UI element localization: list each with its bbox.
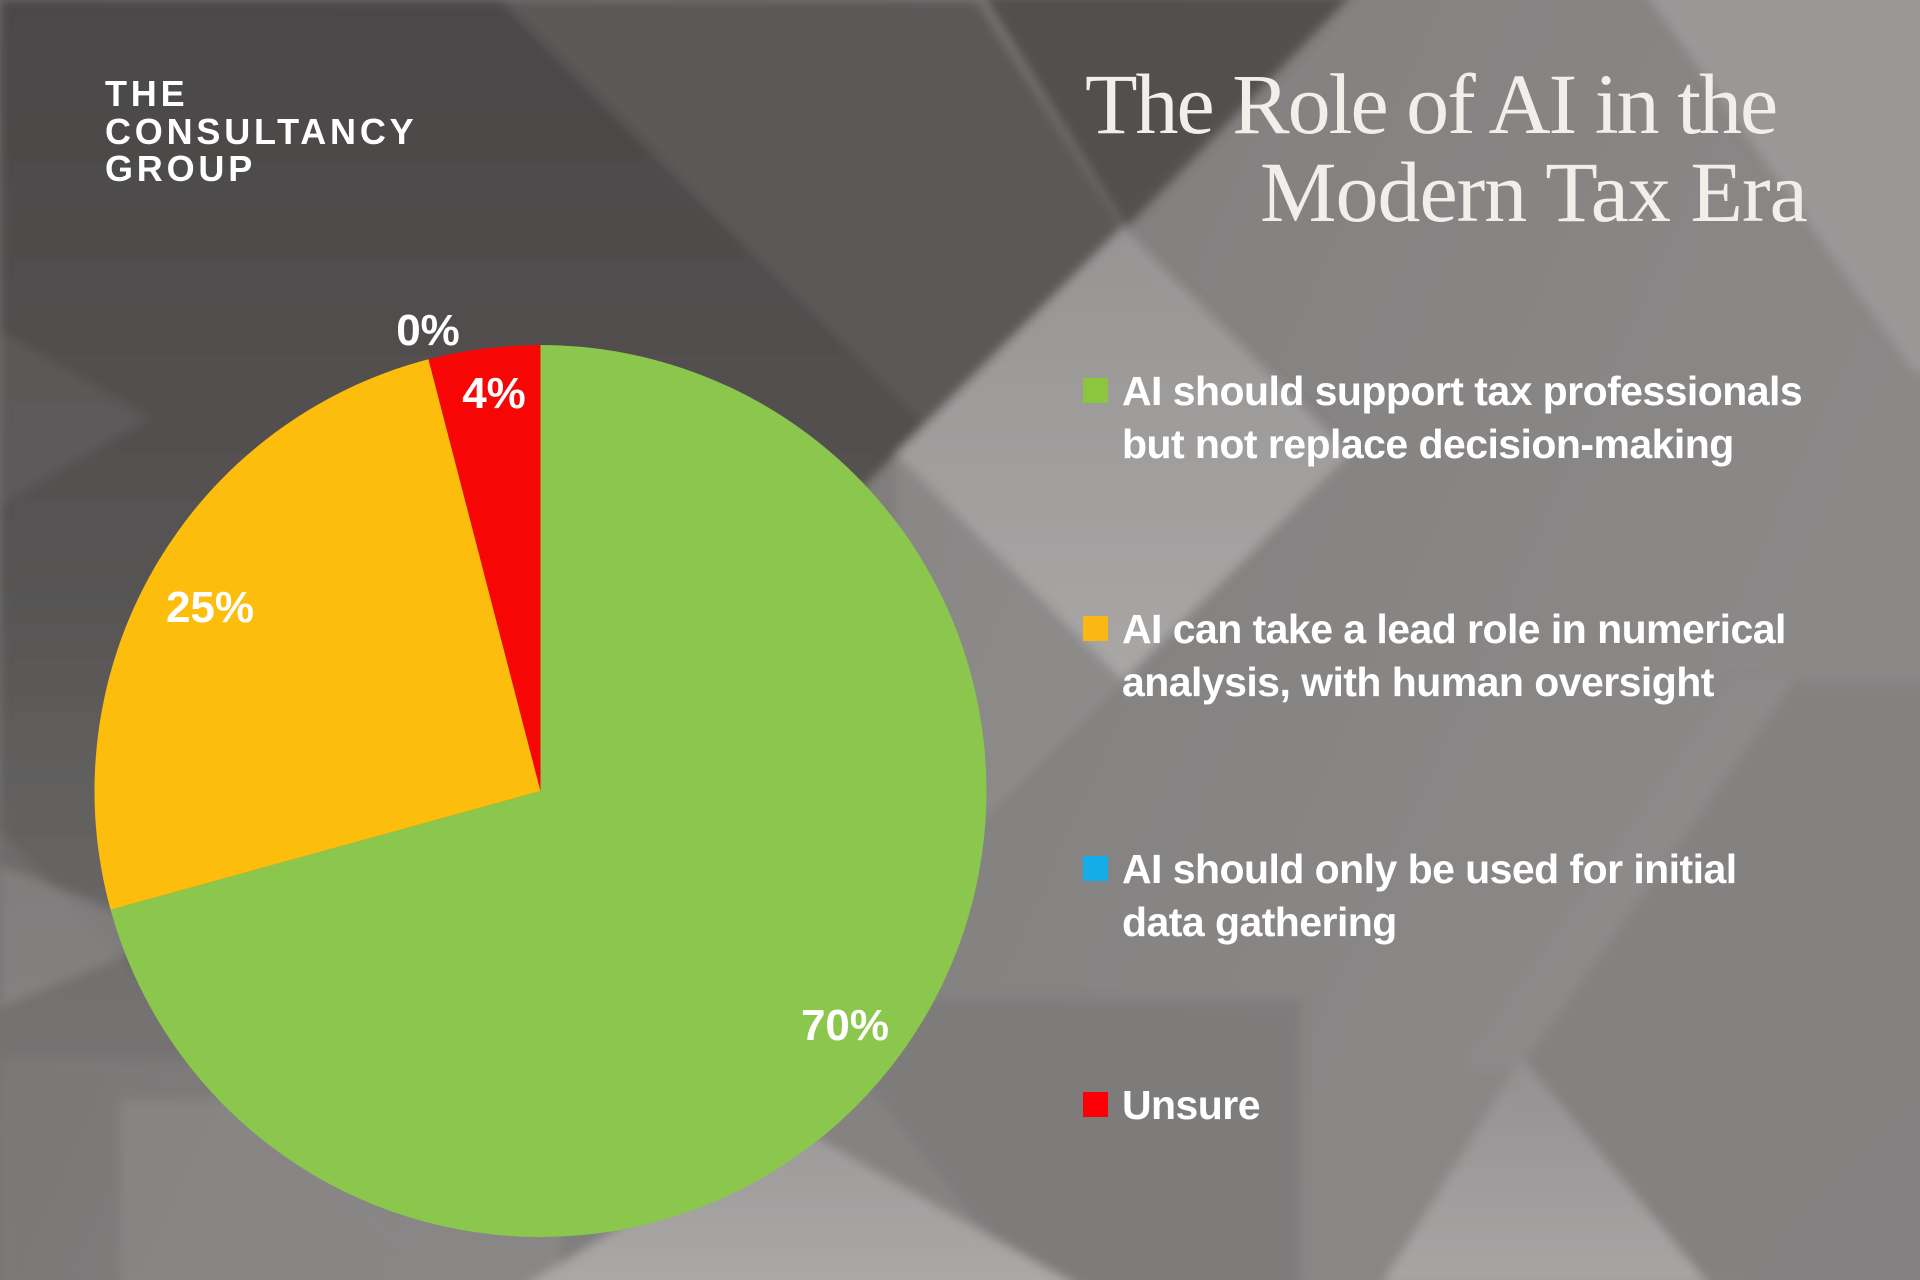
svg-text:0%: 0% (396, 306, 460, 355)
svg-text:4%: 4% (462, 369, 526, 418)
svg-text:70%: 70% (801, 1001, 889, 1050)
svg-text:25%: 25% (166, 583, 254, 632)
